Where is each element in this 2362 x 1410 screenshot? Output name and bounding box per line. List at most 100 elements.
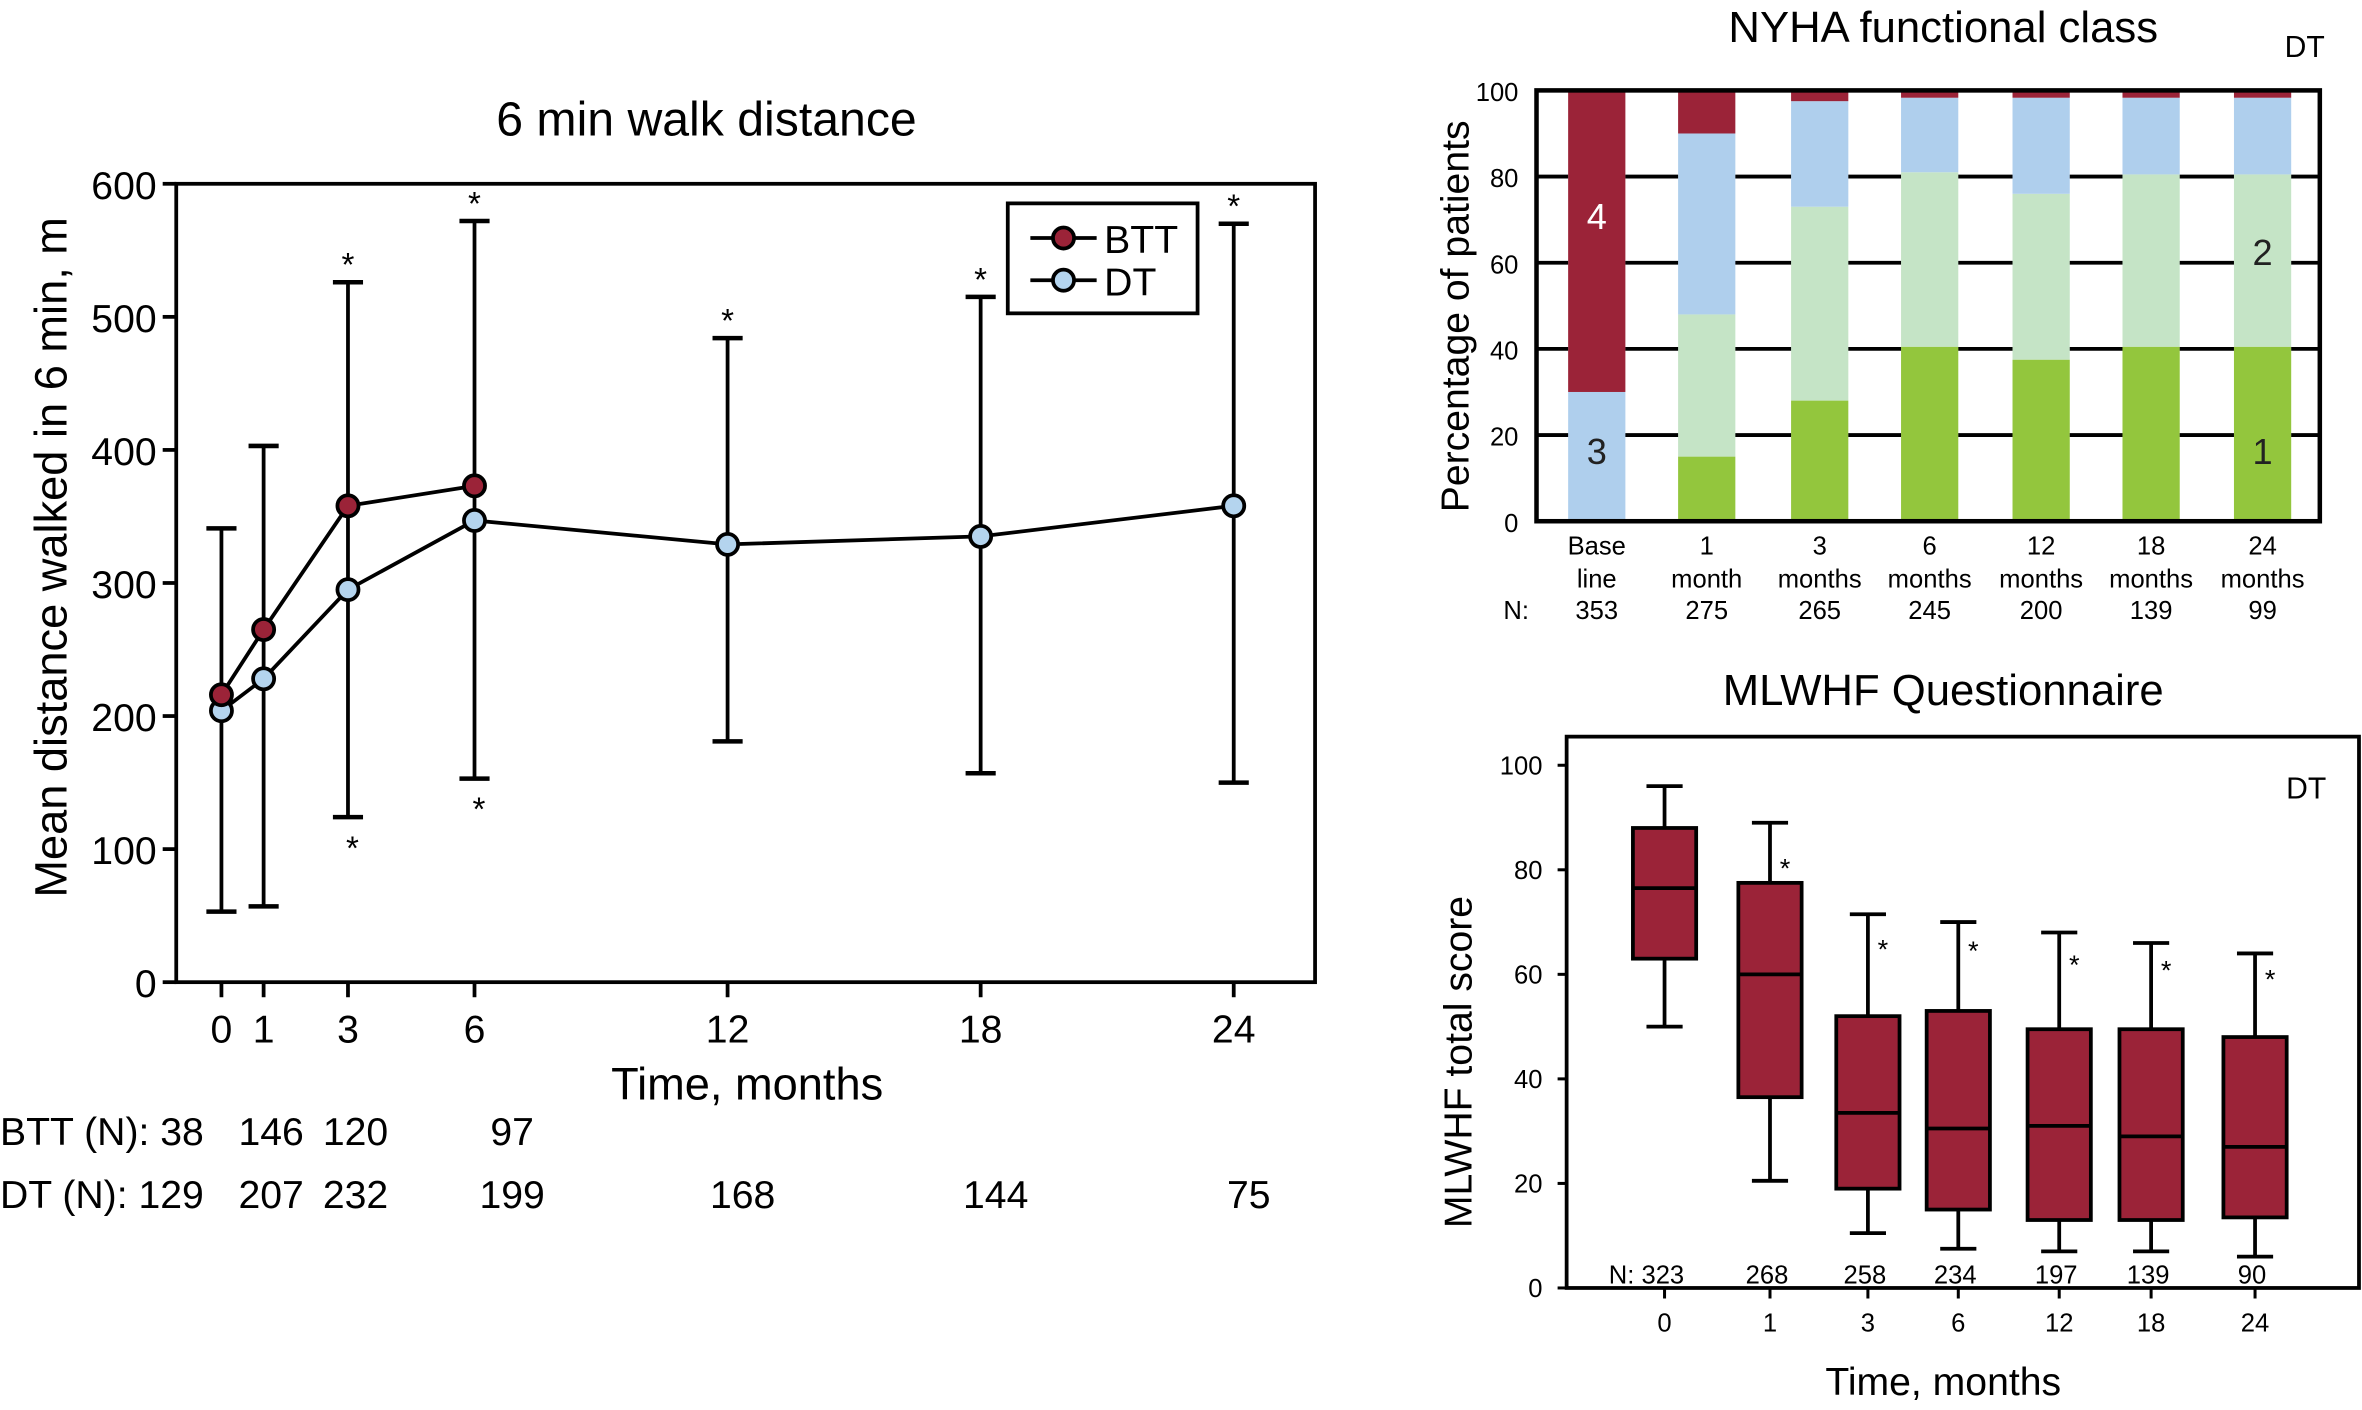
bar-segment-class-4 <box>2122 90 2180 98</box>
box <box>1736 880 1804 1100</box>
mlwhf-y-axis-label: MLWHF total score <box>1438 896 1481 1228</box>
mlwhf-x-axis-label: Time, months <box>1825 1361 2061 1404</box>
n-value: 144 <box>963 1174 1028 1217</box>
data-point-btt <box>462 473 487 499</box>
category-label-line2: months <box>1778 566 1862 594</box>
box <box>1834 1014 1902 1191</box>
legend-marker <box>1051 225 1076 251</box>
n-label: N: <box>1503 597 1529 625</box>
y-tick-label: 20 <box>1514 1170 1542 1198</box>
y-tick-label: 400 <box>91 431 156 474</box>
significance-star: * <box>721 303 734 340</box>
y-tick-label: 60 <box>1514 961 1542 989</box>
category-label-line2: months <box>2221 566 2305 594</box>
x-tick-label: 18 <box>959 1008 1003 1051</box>
n-row-label: BTT (N): 38 <box>0 1111 204 1154</box>
significance-star: * <box>468 186 481 223</box>
significance-star: * <box>2265 964 2276 995</box>
n-value: 97 <box>490 1111 534 1154</box>
n-value: 99 <box>2248 597 2276 625</box>
y-tick-label: 200 <box>91 697 156 740</box>
walk-y-axis-label: Mean distance walked in 6 min, m <box>25 217 76 898</box>
bar-segment-class-3 <box>1791 101 1849 207</box>
x-tick-label: 3 <box>337 1008 359 1051</box>
bar-segment-class-1 <box>1678 456 1736 522</box>
legend-box <box>1005 201 1200 316</box>
n-value: 90 <box>2238 1261 2266 1289</box>
bar-segment-class-4 <box>1678 90 1736 134</box>
n-value: 245 <box>1908 597 1951 625</box>
bar-segment-class-1 <box>1901 346 1959 522</box>
bar-segment-class-2 <box>1791 206 1849 401</box>
n-value: 75 <box>1227 1174 1271 1217</box>
bar-segment-class-2 <box>2122 174 2180 347</box>
n-value: 139 <box>2130 597 2173 625</box>
nyha-plot-frame <box>1534 88 2323 524</box>
mlwhf-title: MLWHF Questionnaire <box>1723 666 2164 715</box>
data-point-dt <box>1221 493 1247 519</box>
n-value: 207 <box>238 1174 303 1217</box>
legend-marker <box>1051 267 1076 293</box>
class-label: 4 <box>1587 196 1607 237</box>
x-tick-label: 6 <box>1951 1310 1965 1338</box>
category-label-line2: months <box>1888 566 1972 594</box>
category-label-line1: 1 <box>1700 532 1714 560</box>
category-label-line1: 24 <box>2248 532 2276 560</box>
significance-star: * <box>1968 935 1979 966</box>
walk-x-axis-label: Time, months <box>611 1059 883 1110</box>
x-tick-label: 0 <box>1657 1310 1671 1338</box>
category-label-line1: 12 <box>2027 532 2055 560</box>
y-tick-label: 100 <box>1476 79 1519 107</box>
mlwhf-chart: MLWHF Questionnaire DT MLWHF total score… <box>1438 666 2361 1404</box>
bar-segment-class-4 <box>1791 90 1849 102</box>
y-tick-label: 100 <box>91 830 156 873</box>
significance-star: * <box>473 792 486 829</box>
n-value: N: 323 <box>1609 1261 1684 1289</box>
nyha-title: NYHA functional class <box>1728 3 2158 52</box>
series-line-btt <box>219 483 475 696</box>
nyha-chart: NYHA functional class DT Percentage of p… <box>1435 3 2325 625</box>
n-value: 168 <box>710 1174 775 1217</box>
y-tick-label: 80 <box>1514 857 1542 885</box>
class-label: 2 <box>2253 232 2273 273</box>
x-tick-label: 24 <box>1212 1008 1256 1051</box>
x-tick-label: 12 <box>706 1008 750 1051</box>
y-tick-label: 40 <box>1514 1066 1542 1094</box>
data-point-btt <box>209 682 234 708</box>
category-label-line2: months <box>2109 566 2193 594</box>
significance-star: * <box>1878 934 1889 965</box>
significance-star: * <box>974 262 987 299</box>
walk-chart-title: 6 min walk distance <box>496 93 917 147</box>
x-tick-label: 1 <box>253 1008 275 1051</box>
data-point-btt <box>335 493 361 519</box>
y-tick-label: 60 <box>1490 251 1518 279</box>
n-value: 146 <box>238 1111 303 1154</box>
bar-segment-class-3 <box>2012 97 2070 194</box>
n-value: 139 <box>2127 1261 2170 1289</box>
bar-segment-class-3 <box>2233 97 2292 175</box>
bar-segment-class-2 <box>2233 174 2292 347</box>
category-label-line1: Base <box>1568 532 1626 560</box>
significance-star: * <box>2161 954 2172 985</box>
x-tick-label: 6 <box>464 1008 486 1051</box>
significance-star: * <box>1227 189 1240 226</box>
n-value: 234 <box>1934 1261 1977 1289</box>
y-tick-label: 20 <box>1490 424 1518 452</box>
bar-segment-class-1 <box>2122 346 2180 522</box>
category-label-line2: line <box>1577 566 1617 594</box>
y-tick-label: 80 <box>1490 165 1518 193</box>
class-label: 3 <box>1587 431 1607 472</box>
n-value: 265 <box>1798 597 1841 625</box>
n-value: 353 <box>1575 597 1618 625</box>
y-tick-label: 40 <box>1490 337 1518 365</box>
data-point-dt <box>715 531 741 557</box>
data-point-dt <box>251 666 277 692</box>
bar-segment-class-3 <box>1568 391 1626 522</box>
bar-segment-class-4 <box>2012 90 2070 98</box>
bar-segment-class-4 <box>1568 90 1626 392</box>
significance-star: * <box>346 830 359 867</box>
walk-distance-chart: 6 min walk distance Mean distance walked… <box>0 93 1317 1217</box>
y-tick-label: 300 <box>91 564 156 607</box>
box <box>1924 1009 1992 1212</box>
